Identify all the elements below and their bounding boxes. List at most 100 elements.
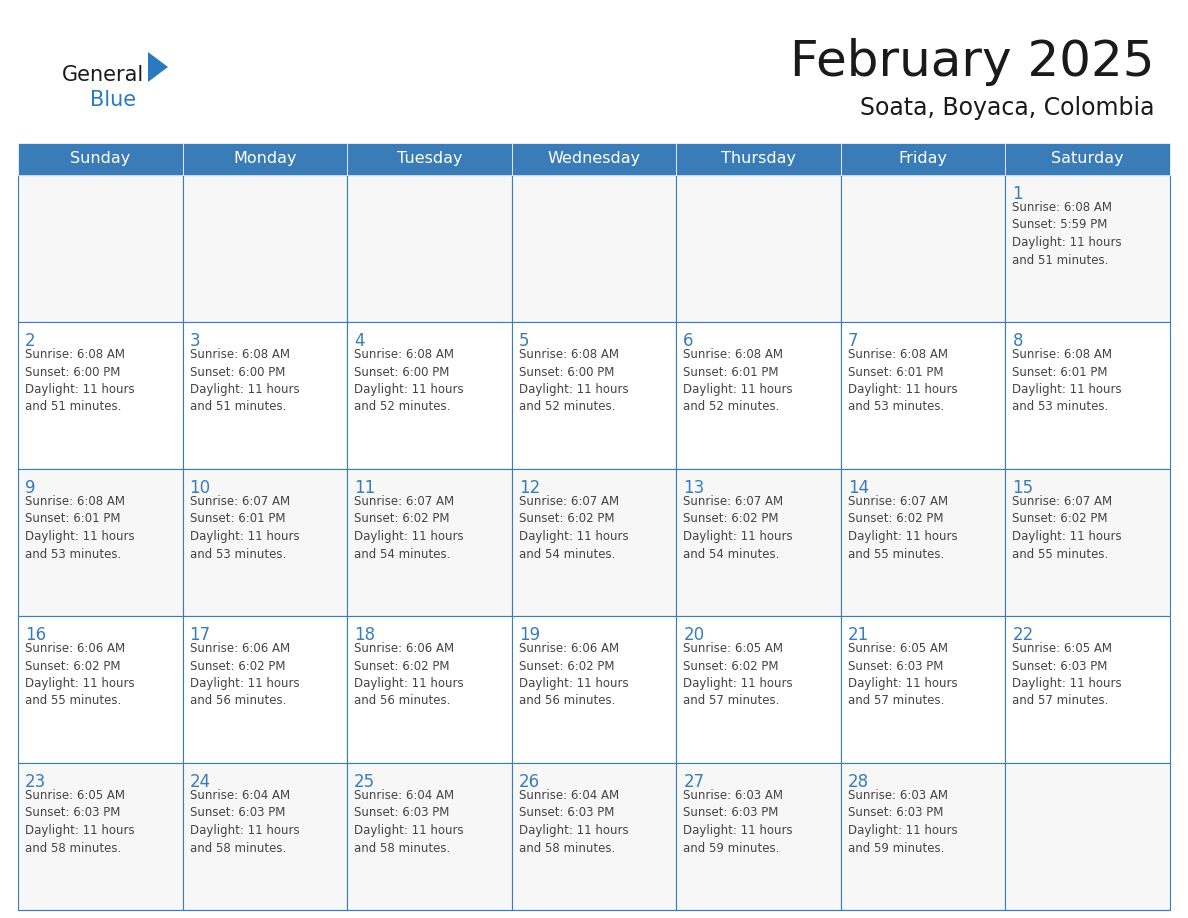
Polygon shape bbox=[148, 52, 168, 82]
Text: Thursday: Thursday bbox=[721, 151, 796, 166]
Bar bbox=[512, 322, 676, 469]
Text: 19: 19 bbox=[519, 626, 539, 644]
Text: Sunrise: 6:06 AM
Sunset: 6:02 PM
Daylight: 11 hours
and 56 minutes.: Sunrise: 6:06 AM Sunset: 6:02 PM Dayligh… bbox=[354, 642, 463, 708]
Bar bbox=[1005, 763, 1170, 910]
Text: 18: 18 bbox=[354, 626, 375, 644]
Text: 16: 16 bbox=[25, 626, 46, 644]
Text: Sunrise: 6:08 AM
Sunset: 6:00 PM
Daylight: 11 hours
and 52 minutes.: Sunrise: 6:08 AM Sunset: 6:00 PM Dayligh… bbox=[519, 348, 628, 413]
Text: 20: 20 bbox=[683, 626, 704, 644]
Text: 8: 8 bbox=[1012, 332, 1023, 350]
Text: Friday: Friday bbox=[898, 151, 948, 166]
Text: Sunrise: 6:05 AM
Sunset: 6:03 PM
Daylight: 11 hours
and 57 minutes.: Sunrise: 6:05 AM Sunset: 6:03 PM Dayligh… bbox=[848, 642, 958, 708]
Text: 17: 17 bbox=[190, 626, 210, 644]
Bar bbox=[347, 322, 512, 469]
Text: Sunrise: 6:08 AM
Sunset: 6:01 PM
Daylight: 11 hours
and 53 minutes.: Sunrise: 6:08 AM Sunset: 6:01 PM Dayligh… bbox=[848, 348, 958, 413]
Bar bbox=[676, 322, 841, 469]
Text: 14: 14 bbox=[848, 479, 868, 497]
Bar bbox=[347, 616, 512, 763]
Bar bbox=[676, 616, 841, 763]
Text: 5: 5 bbox=[519, 332, 529, 350]
Bar bbox=[183, 616, 347, 763]
Text: 10: 10 bbox=[190, 479, 210, 497]
Text: Sunday: Sunday bbox=[70, 151, 131, 166]
Text: Saturday: Saturday bbox=[1051, 151, 1124, 166]
Text: Sunrise: 6:07 AM
Sunset: 6:01 PM
Daylight: 11 hours
and 53 minutes.: Sunrise: 6:07 AM Sunset: 6:01 PM Dayligh… bbox=[190, 495, 299, 561]
Bar bbox=[347, 469, 512, 616]
Bar bbox=[841, 763, 1005, 910]
Bar bbox=[841, 322, 1005, 469]
Text: Sunrise: 6:08 AM
Sunset: 6:00 PM
Daylight: 11 hours
and 51 minutes.: Sunrise: 6:08 AM Sunset: 6:00 PM Dayligh… bbox=[25, 348, 134, 413]
Bar bbox=[18, 175, 183, 322]
Text: 21: 21 bbox=[848, 626, 870, 644]
Text: Sunrise: 6:07 AM
Sunset: 6:02 PM
Daylight: 11 hours
and 54 minutes.: Sunrise: 6:07 AM Sunset: 6:02 PM Dayligh… bbox=[683, 495, 792, 561]
Text: Sunrise: 6:07 AM
Sunset: 6:02 PM
Daylight: 11 hours
and 55 minutes.: Sunrise: 6:07 AM Sunset: 6:02 PM Dayligh… bbox=[848, 495, 958, 561]
Bar bbox=[1005, 175, 1170, 322]
Bar bbox=[347, 143, 512, 175]
Bar bbox=[183, 763, 347, 910]
Text: Sunrise: 6:08 AM
Sunset: 6:01 PM
Daylight: 11 hours
and 53 minutes.: Sunrise: 6:08 AM Sunset: 6:01 PM Dayligh… bbox=[25, 495, 134, 561]
Bar bbox=[841, 175, 1005, 322]
Text: 27: 27 bbox=[683, 773, 704, 791]
Bar bbox=[512, 143, 676, 175]
Text: Sunrise: 6:06 AM
Sunset: 6:02 PM
Daylight: 11 hours
and 55 minutes.: Sunrise: 6:06 AM Sunset: 6:02 PM Dayligh… bbox=[25, 642, 134, 708]
Bar bbox=[676, 763, 841, 910]
Bar bbox=[512, 616, 676, 763]
Bar bbox=[183, 469, 347, 616]
Bar bbox=[18, 469, 183, 616]
Text: Sunrise: 6:07 AM
Sunset: 6:02 PM
Daylight: 11 hours
and 54 minutes.: Sunrise: 6:07 AM Sunset: 6:02 PM Dayligh… bbox=[354, 495, 463, 561]
Bar bbox=[1005, 469, 1170, 616]
Bar bbox=[18, 616, 183, 763]
Bar bbox=[676, 469, 841, 616]
Text: 1: 1 bbox=[1012, 185, 1023, 203]
Text: 7: 7 bbox=[848, 332, 859, 350]
Text: 24: 24 bbox=[190, 773, 210, 791]
Text: 28: 28 bbox=[848, 773, 868, 791]
Bar bbox=[183, 175, 347, 322]
Text: 6: 6 bbox=[683, 332, 694, 350]
Text: Sunrise: 6:05 AM
Sunset: 6:02 PM
Daylight: 11 hours
and 57 minutes.: Sunrise: 6:05 AM Sunset: 6:02 PM Dayligh… bbox=[683, 642, 792, 708]
Text: Monday: Monday bbox=[233, 151, 297, 166]
Text: Sunrise: 6:03 AM
Sunset: 6:03 PM
Daylight: 11 hours
and 59 minutes.: Sunrise: 6:03 AM Sunset: 6:03 PM Dayligh… bbox=[683, 789, 792, 855]
Text: 4: 4 bbox=[354, 332, 365, 350]
Text: 23: 23 bbox=[25, 773, 46, 791]
Text: Sunrise: 6:07 AM
Sunset: 6:02 PM
Daylight: 11 hours
and 54 minutes.: Sunrise: 6:07 AM Sunset: 6:02 PM Dayligh… bbox=[519, 495, 628, 561]
Bar bbox=[512, 763, 676, 910]
Text: 13: 13 bbox=[683, 479, 704, 497]
Text: Sunrise: 6:04 AM
Sunset: 6:03 PM
Daylight: 11 hours
and 58 minutes.: Sunrise: 6:04 AM Sunset: 6:03 PM Dayligh… bbox=[354, 789, 463, 855]
Text: Sunrise: 6:04 AM
Sunset: 6:03 PM
Daylight: 11 hours
and 58 minutes.: Sunrise: 6:04 AM Sunset: 6:03 PM Dayligh… bbox=[519, 789, 628, 855]
Bar bbox=[347, 175, 512, 322]
Text: February 2025: February 2025 bbox=[790, 38, 1155, 86]
Text: Sunrise: 6:05 AM
Sunset: 6:03 PM
Daylight: 11 hours
and 58 minutes.: Sunrise: 6:05 AM Sunset: 6:03 PM Dayligh… bbox=[25, 789, 134, 855]
Text: 26: 26 bbox=[519, 773, 539, 791]
Text: Sunrise: 6:08 AM
Sunset: 6:01 PM
Daylight: 11 hours
and 53 minutes.: Sunrise: 6:08 AM Sunset: 6:01 PM Dayligh… bbox=[1012, 348, 1121, 413]
Text: 11: 11 bbox=[354, 479, 375, 497]
Bar bbox=[512, 175, 676, 322]
Bar bbox=[1005, 322, 1170, 469]
Text: 9: 9 bbox=[25, 479, 36, 497]
Bar bbox=[18, 143, 183, 175]
Text: Sunrise: 6:06 AM
Sunset: 6:02 PM
Daylight: 11 hours
and 56 minutes.: Sunrise: 6:06 AM Sunset: 6:02 PM Dayligh… bbox=[190, 642, 299, 708]
Text: 15: 15 bbox=[1012, 479, 1034, 497]
Text: Sunrise: 6:03 AM
Sunset: 6:03 PM
Daylight: 11 hours
and 59 minutes.: Sunrise: 6:03 AM Sunset: 6:03 PM Dayligh… bbox=[848, 789, 958, 855]
Text: Soata, Boyaca, Colombia: Soata, Boyaca, Colombia bbox=[860, 96, 1155, 120]
Bar bbox=[841, 143, 1005, 175]
Text: Sunrise: 6:07 AM
Sunset: 6:02 PM
Daylight: 11 hours
and 55 minutes.: Sunrise: 6:07 AM Sunset: 6:02 PM Dayligh… bbox=[1012, 495, 1121, 561]
Text: Sunrise: 6:08 AM
Sunset: 6:01 PM
Daylight: 11 hours
and 52 minutes.: Sunrise: 6:08 AM Sunset: 6:01 PM Dayligh… bbox=[683, 348, 792, 413]
Text: General: General bbox=[62, 65, 144, 85]
Bar bbox=[18, 763, 183, 910]
Bar bbox=[18, 322, 183, 469]
Text: Sunrise: 6:05 AM
Sunset: 6:03 PM
Daylight: 11 hours
and 57 minutes.: Sunrise: 6:05 AM Sunset: 6:03 PM Dayligh… bbox=[1012, 642, 1121, 708]
Text: Sunrise: 6:04 AM
Sunset: 6:03 PM
Daylight: 11 hours
and 58 minutes.: Sunrise: 6:04 AM Sunset: 6:03 PM Dayligh… bbox=[190, 789, 299, 855]
Bar bbox=[841, 616, 1005, 763]
Text: 22: 22 bbox=[1012, 626, 1034, 644]
Text: Sunrise: 6:06 AM
Sunset: 6:02 PM
Daylight: 11 hours
and 56 minutes.: Sunrise: 6:06 AM Sunset: 6:02 PM Dayligh… bbox=[519, 642, 628, 708]
Bar bbox=[347, 763, 512, 910]
Bar bbox=[183, 143, 347, 175]
Text: Blue: Blue bbox=[90, 90, 137, 110]
Bar bbox=[512, 469, 676, 616]
Bar bbox=[1005, 143, 1170, 175]
Text: Sunrise: 6:08 AM
Sunset: 6:00 PM
Daylight: 11 hours
and 52 minutes.: Sunrise: 6:08 AM Sunset: 6:00 PM Dayligh… bbox=[354, 348, 463, 413]
Bar bbox=[676, 143, 841, 175]
Text: 3: 3 bbox=[190, 332, 201, 350]
Text: Sunrise: 6:08 AM
Sunset: 5:59 PM
Daylight: 11 hours
and 51 minutes.: Sunrise: 6:08 AM Sunset: 5:59 PM Dayligh… bbox=[1012, 201, 1121, 266]
